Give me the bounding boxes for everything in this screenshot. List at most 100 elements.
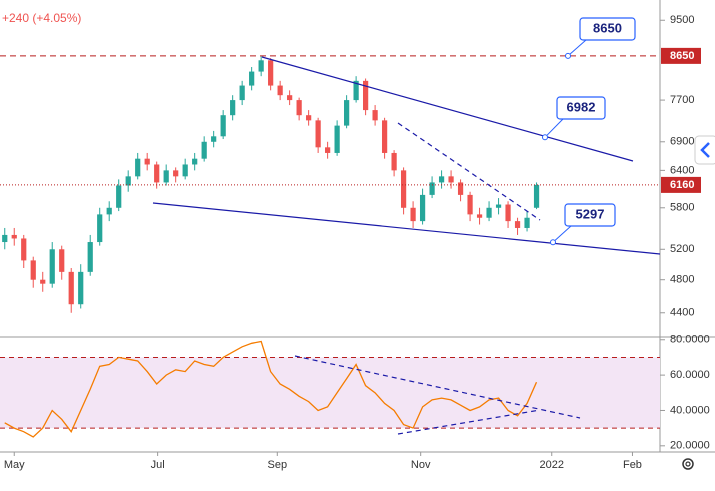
candle-body bbox=[467, 194, 473, 215]
callout-stem bbox=[567, 39, 587, 57]
candle-body bbox=[287, 95, 293, 101]
callout-box bbox=[564, 203, 616, 227]
x-tick-label: May bbox=[4, 459, 25, 471]
candle-body bbox=[258, 60, 264, 72]
y-tick-label: 4800 bbox=[670, 274, 694, 286]
candle-body bbox=[125, 176, 131, 186]
candle-body bbox=[135, 158, 141, 177]
rsi-trend-line bbox=[397, 409, 541, 435]
collapse-button[interactable] bbox=[694, 135, 715, 165]
candle-body bbox=[87, 242, 93, 272]
callout-anchor bbox=[565, 52, 571, 59]
candle-body bbox=[410, 207, 416, 222]
candle-body bbox=[163, 170, 169, 183]
candle-body bbox=[97, 214, 103, 243]
y-tick-label: 20.0000 bbox=[670, 440, 710, 452]
candle-body bbox=[201, 141, 207, 159]
x-tick-label: Jul bbox=[151, 459, 165, 471]
candle-body bbox=[363, 80, 369, 111]
candle-body bbox=[21, 238, 27, 261]
candle-body bbox=[438, 176, 445, 183]
candle-body bbox=[495, 204, 502, 208]
candle-body bbox=[59, 249, 65, 272]
change-label: +240 (+4.05%) bbox=[2, 11, 81, 25]
candle-body bbox=[372, 110, 378, 121]
candle-body bbox=[334, 125, 340, 153]
candle-body bbox=[429, 182, 435, 195]
y-tick-label: 7700 bbox=[670, 94, 694, 106]
candle-body bbox=[268, 60, 274, 86]
candle-body bbox=[448, 176, 454, 183]
candle-body bbox=[381, 120, 388, 153]
callout-box bbox=[579, 17, 636, 41]
x-tick-label: Nov bbox=[411, 459, 431, 471]
y-tick-label: 4400 bbox=[670, 307, 694, 319]
candle-body bbox=[249, 71, 255, 86]
candle-body bbox=[144, 158, 150, 165]
candle-body bbox=[11, 234, 17, 239]
candle-body bbox=[344, 100, 350, 126]
price-tag bbox=[661, 47, 701, 64]
candle-body bbox=[315, 120, 321, 148]
x-tick-label: 2022 bbox=[539, 459, 563, 471]
price-tag-label: 6160 bbox=[670, 179, 694, 191]
candle-body bbox=[400, 170, 407, 208]
y-tick-label: 6400 bbox=[670, 164, 694, 176]
callout-label: 8650 bbox=[593, 20, 622, 35]
candle-body bbox=[533, 184, 540, 208]
candle-body bbox=[220, 115, 226, 137]
candle-body bbox=[514, 221, 521, 228]
candle-body bbox=[40, 279, 46, 284]
rsi-trend-line bbox=[294, 355, 581, 419]
y-tick-label: 60.0000 bbox=[670, 369, 710, 381]
y-tick-label: 40.0000 bbox=[670, 404, 710, 416]
x-tick-label: Feb bbox=[623, 459, 642, 471]
trend-line bbox=[397, 122, 541, 221]
candle-body bbox=[211, 136, 217, 142]
candle-body bbox=[106, 207, 112, 215]
candle-body bbox=[524, 217, 530, 228]
y-tick-label: 80.0000 bbox=[670, 334, 710, 346]
callout-box bbox=[556, 96, 606, 120]
price-tag bbox=[661, 176, 701, 193]
candle-body bbox=[182, 164, 188, 177]
callout-label: 5297 bbox=[576, 206, 605, 221]
candle-body bbox=[49, 249, 55, 284]
candle-body bbox=[277, 85, 283, 96]
candle-body bbox=[306, 115, 312, 121]
candle-body bbox=[154, 164, 160, 183]
candle-body bbox=[486, 207, 492, 218]
rsi-band bbox=[0, 357, 660, 429]
candle-body bbox=[325, 147, 331, 153]
y-tick-label: 6900 bbox=[670, 136, 694, 148]
candle-body bbox=[239, 85, 245, 101]
candle-body bbox=[476, 214, 483, 218]
candle-body bbox=[457, 182, 464, 195]
candle-body bbox=[419, 194, 426, 222]
trend-line bbox=[152, 202, 661, 255]
settings-icon[interactable] bbox=[682, 458, 694, 470]
candle-body bbox=[30, 260, 36, 280]
callout-anchor bbox=[550, 239, 556, 246]
callout-stem bbox=[552, 225, 572, 243]
candle-body bbox=[192, 158, 198, 165]
rsi-line bbox=[4, 340, 538, 438]
y-tick-label: 5800 bbox=[670, 202, 694, 214]
series-layer bbox=[0, 55, 660, 438]
candle-body bbox=[2, 234, 8, 243]
candle-body bbox=[78, 271, 84, 305]
candle-body bbox=[116, 185, 122, 208]
candle-body bbox=[505, 204, 511, 222]
candle-body bbox=[353, 80, 359, 101]
callout-stem bbox=[544, 118, 564, 138]
trend-line bbox=[261, 56, 634, 162]
candle-body bbox=[296, 100, 302, 116]
candle-body bbox=[391, 152, 397, 171]
candle-body bbox=[173, 170, 179, 177]
x-tick-label: Sep bbox=[268, 459, 288, 471]
candle-body bbox=[230, 100, 236, 116]
y-tick-label: 9500 bbox=[670, 14, 694, 26]
y-tick-label: 5200 bbox=[670, 243, 694, 255]
price-tag-label: 8650 bbox=[670, 50, 694, 62]
